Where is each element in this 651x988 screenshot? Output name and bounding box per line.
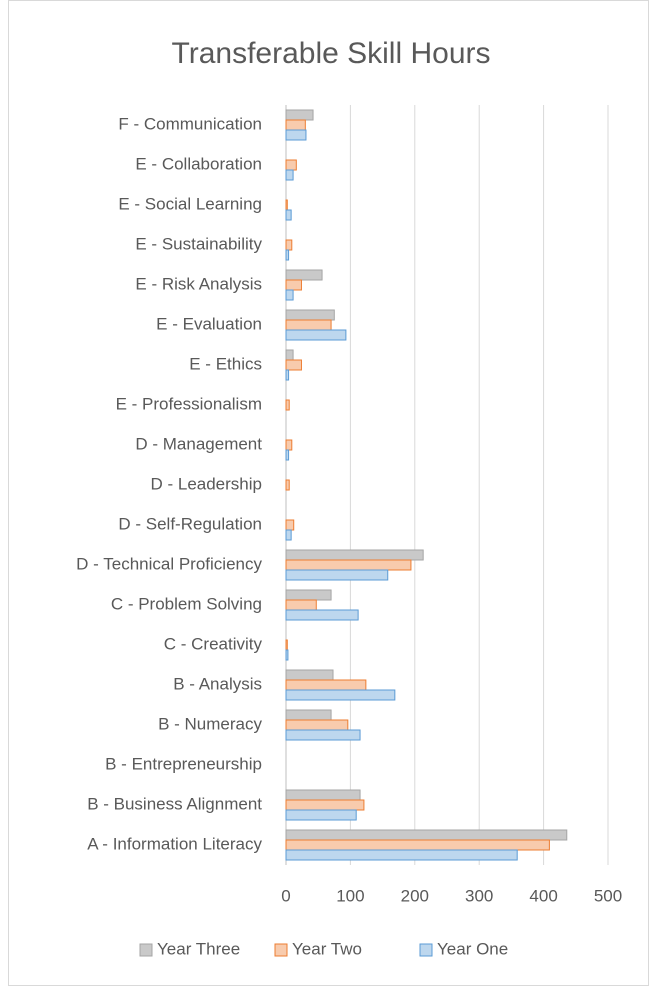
x-tick-label: 0 <box>281 886 290 905</box>
legend-label: Year Two <box>292 939 362 958</box>
y-tick-label: D - Self-Regulation <box>118 514 262 533</box>
bar <box>285 239 293 251</box>
x-tick-label: 500 <box>594 886 622 905</box>
x-tick-label: 400 <box>529 886 557 905</box>
bar <box>285 329 347 341</box>
legend-label: Year One <box>437 939 508 958</box>
bar <box>285 289 294 301</box>
chart-border <box>8 0 649 986</box>
y-tick-label: A - Information Literacy <box>87 834 262 853</box>
bar <box>285 349 294 361</box>
bar <box>285 199 288 211</box>
y-tick-label: D - Management <box>135 434 262 453</box>
bar <box>285 709 332 721</box>
bar <box>285 129 307 141</box>
legend-swatch <box>274 943 288 957</box>
x-tick-label: 100 <box>336 886 364 905</box>
y-tick-label: B - Entrepreneurship <box>105 754 262 773</box>
y-tick-label: F - Communication <box>118 114 262 133</box>
bar <box>285 799 365 811</box>
bar <box>285 849 518 861</box>
chart-title: Transferable Skill Hours <box>172 37 491 70</box>
bar <box>285 729 361 741</box>
bar <box>285 399 290 411</box>
bar <box>285 589 332 601</box>
bar <box>285 519 295 531</box>
bar <box>285 169 294 181</box>
bar <box>285 249 290 261</box>
bar <box>285 549 424 561</box>
y-tick-label: E - Risk Analysis <box>135 274 262 293</box>
bar <box>285 369 290 381</box>
bar <box>285 639 288 651</box>
bar <box>285 809 357 821</box>
legend-swatch <box>419 943 433 957</box>
y-tick-label: D - Technical Proficiency <box>76 554 262 573</box>
y-tick-label: E - Social Learning <box>118 194 262 213</box>
bar <box>285 309 335 321</box>
bar <box>285 789 361 801</box>
bar <box>285 529 292 541</box>
bar <box>285 119 306 131</box>
y-tick-label: C - Problem Solving <box>111 594 262 613</box>
bar <box>285 719 349 731</box>
bar <box>285 609 359 621</box>
bar <box>285 359 302 371</box>
bar <box>285 649 289 661</box>
y-tick-label: B - Numeracy <box>158 714 262 733</box>
bar <box>285 569 389 581</box>
bar <box>285 269 323 281</box>
bar <box>285 209 292 221</box>
y-tick-label: C - Creativity <box>164 634 263 653</box>
y-tick-label: E - Collaboration <box>135 154 262 173</box>
bar <box>285 679 367 691</box>
bar <box>285 829 568 841</box>
bar <box>285 449 290 461</box>
y-tick-label: E - Sustainability <box>135 234 262 253</box>
y-tick-label: B - Analysis <box>173 674 262 693</box>
bar <box>285 159 297 171</box>
y-tick-label: E - Ethics <box>189 354 262 373</box>
bar <box>285 439 293 451</box>
y-tick-label: D - Leadership <box>150 474 262 493</box>
legend-label: Year Three <box>157 939 240 958</box>
y-tick-label: B - Business Alignment <box>87 794 262 813</box>
bar <box>285 559 412 571</box>
y-tick-label: E - Evaluation <box>156 314 262 333</box>
bar <box>285 109 314 121</box>
bar <box>285 669 334 681</box>
y-tick-label: E - Professionalism <box>116 394 262 413</box>
bar <box>285 279 302 291</box>
bar <box>285 479 290 491</box>
bar <box>285 689 396 701</box>
bar <box>285 599 317 611</box>
x-tick-label: 300 <box>465 886 493 905</box>
x-tick-label: 200 <box>401 886 429 905</box>
bar <box>285 319 332 331</box>
bar <box>285 839 550 851</box>
legend-swatch <box>139 943 153 957</box>
